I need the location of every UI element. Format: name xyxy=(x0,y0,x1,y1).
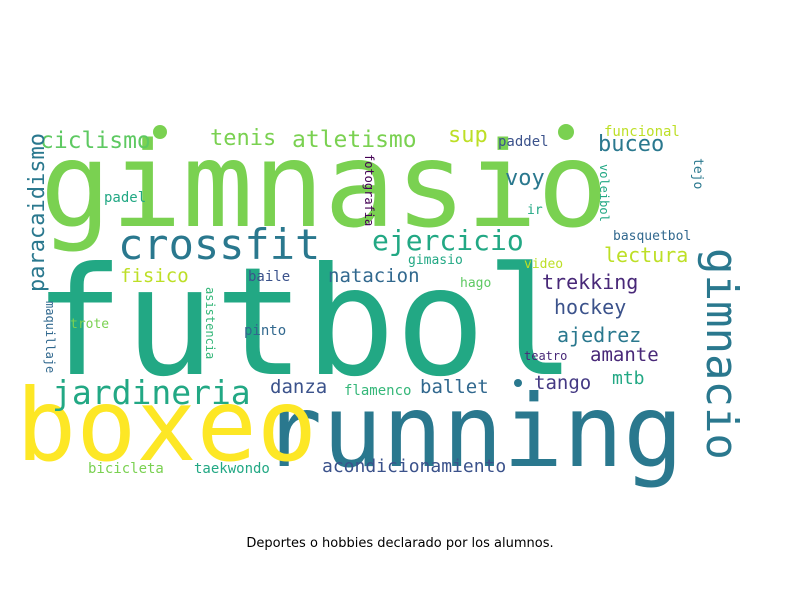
word-buceo: buceo xyxy=(598,132,664,157)
word-acondicionamiento: acondicionamiento xyxy=(322,456,506,477)
word-asistencia: asistencia xyxy=(203,287,217,359)
word-dot xyxy=(558,124,574,140)
word-jardineria: jardineria xyxy=(52,373,251,412)
word-gimasio: gimasio xyxy=(408,253,463,268)
word-futbol: futbol xyxy=(34,236,576,410)
word-paracaidismo: paracaidismo xyxy=(25,133,50,292)
word-tejo: tejo xyxy=(690,158,705,189)
word-sup: sup xyxy=(448,123,488,148)
word-voy: voy xyxy=(505,166,545,191)
word-gimnasio: gimnasio xyxy=(40,116,608,254)
word-natacion: natacion xyxy=(328,265,420,287)
word-paddel: paddel xyxy=(498,134,549,150)
figure-caption: Deportes o hobbies declarado por los alu… xyxy=(246,536,554,551)
word-danza: danza xyxy=(270,376,327,398)
word-fisico: fisico xyxy=(120,265,189,287)
word-fotografia: fotografia xyxy=(362,154,376,226)
word-ajedrez: ajedrez xyxy=(557,323,641,347)
word-maquillaje: maquillaje xyxy=(43,301,57,373)
word-tango: tango xyxy=(534,372,591,394)
word-hockey: hockey xyxy=(554,295,626,319)
word-video: video xyxy=(524,257,563,272)
word-dot xyxy=(514,379,522,387)
word-teatro: teatro xyxy=(524,349,567,363)
word-funcional: funcional xyxy=(604,124,680,140)
word-hago: hago xyxy=(460,276,491,291)
word-dot xyxy=(153,125,167,139)
word-ir: ir xyxy=(527,203,543,218)
word-tenis: tenis xyxy=(210,126,276,151)
word-padel: padel xyxy=(104,190,146,206)
word-crossfit: crossfit xyxy=(118,220,320,269)
word-bicicleta: bicicleta xyxy=(88,461,164,477)
word-lectura: lectura xyxy=(604,243,688,267)
word-amante: amante xyxy=(590,344,659,366)
word-pinto: pinto xyxy=(244,323,286,339)
word-atletismo: atletismo xyxy=(292,127,417,153)
word-ejercicio: ejercicio xyxy=(372,224,524,257)
word-baile: baile xyxy=(248,269,290,285)
word-gimnacio: gimnacio xyxy=(696,248,747,460)
word-ciclismo: ciclismo xyxy=(40,128,151,154)
word-running: running xyxy=(262,373,683,490)
word-ballet: ballet xyxy=(420,376,489,398)
word-boxeo: boxeo xyxy=(16,367,317,484)
word-voleibol: voleibol xyxy=(597,164,611,222)
word-trekking: trekking xyxy=(542,270,638,294)
word-flamenco: flamenco xyxy=(344,383,411,399)
word-basquetbol: basquetbol xyxy=(613,229,691,244)
word-taekwondo: taekwondo xyxy=(194,461,270,477)
word-trote: trote xyxy=(70,317,109,332)
word-mtb: mtb xyxy=(612,368,645,389)
